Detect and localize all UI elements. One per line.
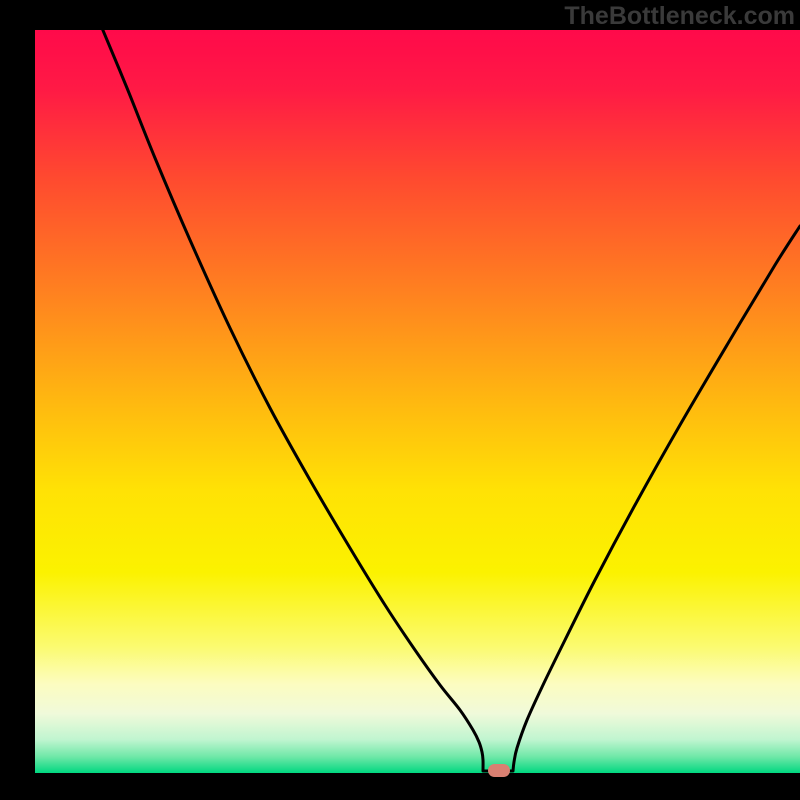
chart-stage: TheBottleneck.com [0,0,800,800]
plot-gradient-background [35,30,800,773]
watermark-text: TheBottleneck.com [564,2,795,31]
optimal-point-marker [488,764,510,777]
